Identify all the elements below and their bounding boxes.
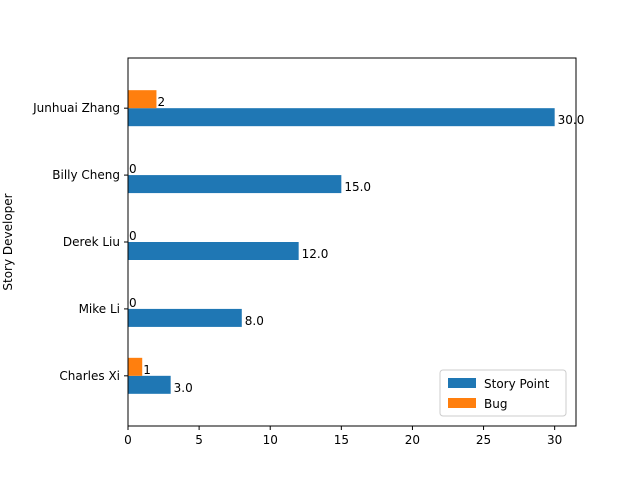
bar-story-point-0: [128, 375, 171, 394]
data-label-bug-3: 0: [129, 162, 137, 176]
bar-bug-4: [128, 90, 157, 109]
data-label-story-point-0: 3.0: [174, 381, 193, 395]
data-labels-group: 3.0 1 8.0 0 12.0 0 15.0 0 30.0 2: [129, 95, 584, 395]
x-tick-label-3: 15: [334, 433, 349, 447]
data-label-bug-1: 0: [129, 296, 137, 310]
legend-label-0: Story Point: [484, 377, 550, 391]
x-tick-label-5: 25: [476, 433, 491, 447]
legend-label-1: Bug: [484, 397, 507, 411]
x-axis: 0 5 10 15 20 25 30: [124, 426, 562, 447]
data-label-bug-4: 2: [157, 95, 165, 109]
y-axis-title: Story Developer: [1, 193, 15, 290]
y-axis: Charles Xi Mike Li Derek Liu Billy Cheng Jun…: [32, 101, 128, 383]
legend-swatch-0: [448, 378, 476, 388]
bar-story-point-4: [128, 108, 555, 127]
bar-bug-0: [128, 357, 143, 376]
data-label-story-point-2: 12.0: [302, 247, 329, 261]
x-tick-label-2: 10: [263, 433, 278, 447]
data-label-bug-0: 1: [143, 363, 151, 377]
data-label-story-point-1: 8.0: [245, 314, 264, 328]
x-tick-label-4: 20: [405, 433, 420, 447]
data-label-story-point-4: 30.0: [558, 113, 585, 127]
x-tick-label-1: 5: [195, 433, 203, 447]
y-tick-label-2: Derek Liu: [63, 235, 120, 249]
y-tick-label-4: Junhuai Zhang: [32, 101, 120, 115]
data-label-bug-2: 0: [129, 229, 137, 243]
legend-swatch-1: [448, 398, 476, 408]
x-tick-label-0: 0: [124, 433, 132, 447]
bar-story-point-3: [128, 175, 342, 194]
legend: Story Point Bug: [439, 369, 567, 417]
x-tick-label-6: 30: [547, 433, 562, 447]
y-tick-label-1: Mike Li: [79, 302, 120, 316]
y-tick-label-0: Charles Xi: [59, 369, 120, 383]
bar-story-point-2: [128, 242, 299, 260]
y-tick-label-3: Billy Cheng: [52, 168, 120, 182]
bar-story-point-1: [128, 308, 242, 327]
bars-group: [128, 90, 555, 394]
data-label-story-point-3: 15.0: [344, 180, 371, 194]
